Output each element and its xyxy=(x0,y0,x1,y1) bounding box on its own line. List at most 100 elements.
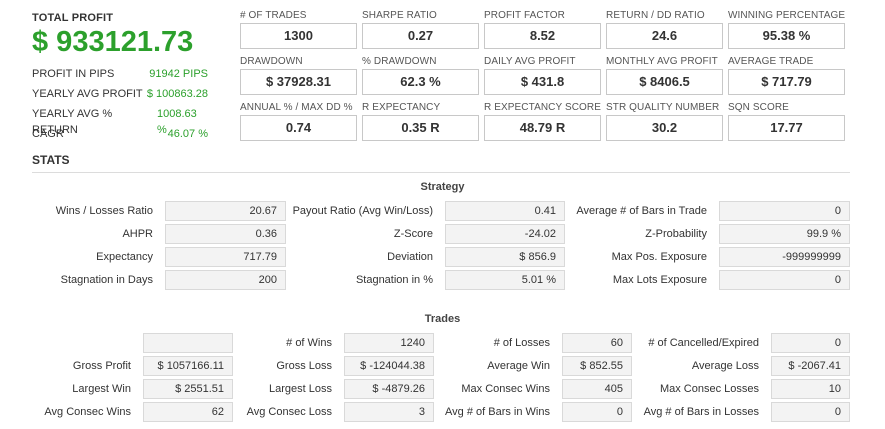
stat-label: Payout Ratio (Avg Win/Loss) xyxy=(292,205,433,217)
stat-label: # of Wins xyxy=(286,337,332,349)
stat-value: $ -2067.41 xyxy=(771,356,850,376)
total-profit-title: TOTAL PROFIT xyxy=(32,12,114,24)
trades-section-title: Trades xyxy=(424,313,461,325)
stat-value: 5.01 % xyxy=(445,270,565,290)
stat-value: $ 852.55 xyxy=(562,356,632,376)
stat-label: Gross Loss xyxy=(276,360,332,372)
metric-tile: SQN SCORE 17.77 xyxy=(728,102,845,144)
trades-row: Gross Profit $ 1057166.11 Gross Loss $ -… xyxy=(0,356,885,378)
yearly-avg-profit-row: YEARLY AVG PROFIT $ 100863.28 xyxy=(32,86,208,106)
metric-label: SHARPE RATIO xyxy=(362,10,437,21)
trades-row: Largest Win $ 2551.51 Largest Loss $ -48… xyxy=(0,379,885,401)
metric-value: 0.74 xyxy=(240,115,357,141)
stat-value: 62 xyxy=(143,402,233,422)
total-profit-value: $ 933121.73 xyxy=(32,26,194,58)
stat-value: 20.67 xyxy=(165,201,286,221)
stat-label: Avg # of Bars in Wins xyxy=(445,406,550,418)
metric-label: STR QUALITY NUMBER xyxy=(606,102,720,113)
stat-value: -24.02 xyxy=(445,224,565,244)
metric-tile: DAILY AVG PROFIT $ 431.8 xyxy=(484,56,601,98)
metric-value: $ 431.8 xyxy=(484,69,601,95)
stat-label: Largest Loss xyxy=(269,383,332,395)
metric-label: DRAWDOWN xyxy=(240,56,303,67)
strategy-row: AHPR 0.36 Z-Score -24.02 Z-Probability 9… xyxy=(0,224,885,246)
metric-label: R EXPECTANCY xyxy=(362,102,441,113)
yearly-avg-return-row: YEARLY AVG % RETURN 1008.63 % xyxy=(32,106,208,136)
metric-value: 62.3 % xyxy=(362,69,479,95)
stat-label: AHPR xyxy=(122,228,153,240)
cagr-label: CAGR xyxy=(32,128,64,140)
stat-label xyxy=(0,333,131,353)
metric-value: 30.2 xyxy=(606,115,723,141)
stat-label: Average Win xyxy=(487,360,550,372)
stat-value: 10 xyxy=(771,379,850,399)
metric-label: SQN SCORE xyxy=(728,102,789,113)
stat-label: Average Loss xyxy=(691,360,759,372)
cagr-value: 46.07 % xyxy=(167,128,208,140)
metric-tile: RETURN / DD RATIO 24.6 xyxy=(606,10,723,52)
stat-label: Wins / Losses Ratio xyxy=(55,205,153,217)
profit-summary-list: PROFIT IN PIPS 91942 PIPS YEARLY AVG PRO… xyxy=(32,66,208,146)
metric-label: % DRAWDOWN xyxy=(362,56,437,67)
stat-value: $ 2551.51 xyxy=(143,379,233,399)
yearly-avg-profit-value: $ 100863.28 xyxy=(146,88,208,100)
metric-label: WINNING PERCENTAGE xyxy=(728,10,846,21)
metric-value: 0.27 xyxy=(362,23,479,49)
stat-label: Max Consec Wins xyxy=(461,383,550,395)
stats-divider xyxy=(32,172,850,173)
stat-label: Stagnation in Days xyxy=(60,274,153,286)
stat-label: Expectancy xyxy=(96,251,153,263)
metric-value: 8.52 xyxy=(484,23,601,49)
stat-label: Max Consec Losses xyxy=(659,383,759,395)
stat-label: Z-Score xyxy=(393,228,433,240)
stat-label: Largest Win xyxy=(72,383,131,395)
metric-tile: WINNING PERCENTAGE 95.38 % xyxy=(728,10,845,52)
stat-value: 3 xyxy=(344,402,434,422)
yearly-avg-profit-label: YEARLY AVG PROFIT xyxy=(32,88,143,100)
metric-tile: SHARPE RATIO 0.27 xyxy=(362,10,479,52)
stat-label: # of Cancelled/Expired xyxy=(648,337,759,349)
stat-value: 405 xyxy=(562,379,632,399)
metric-tile: R EXPECTANCY 0.35 R xyxy=(362,102,479,144)
stat-value: 717.79 xyxy=(165,247,286,267)
metric-label: R EXPECTANCY SCORE xyxy=(484,102,602,113)
strategy-row: Stagnation in Days 200 Stagnation in % 5… xyxy=(0,270,885,292)
stat-value: $ 856.9 xyxy=(445,247,565,267)
stat-label: Avg Consec Loss xyxy=(246,406,332,418)
metric-tile: STR QUALITY NUMBER 30.2 xyxy=(606,102,723,144)
yearly-avg-return-label: YEARLY AVG % RETURN xyxy=(32,108,113,136)
stat-value: 0 xyxy=(771,333,850,353)
metric-value: 95.38 % xyxy=(728,23,845,49)
metric-label: PROFIT FACTOR xyxy=(484,10,565,21)
stat-label: Z-Probability xyxy=(645,228,707,240)
metric-tile: DRAWDOWN $ 37928.31 xyxy=(240,56,357,98)
stat-value: 0 xyxy=(719,201,850,221)
stat-value: 99.9 % xyxy=(719,224,850,244)
metric-value: $ 8406.5 xyxy=(606,69,723,95)
cagr-row: CAGR 46.07 % xyxy=(32,126,208,146)
yearly-avg-return-value: 1008.63 % xyxy=(157,108,197,136)
stat-label: Max Lots Exposure xyxy=(612,274,707,286)
stat-label: Avg # of Bars in Losses xyxy=(643,406,759,418)
metric-tile: PROFIT FACTOR 8.52 xyxy=(484,10,601,52)
stat-label: Average # of Bars in Trade xyxy=(576,205,707,217)
profit-in-pips-label: PROFIT IN PIPS xyxy=(32,68,115,80)
profit-in-pips-value: 91942 PIPS xyxy=(149,68,208,80)
stat-label: Avg Consec Wins xyxy=(44,406,131,418)
metrics-grid: # OF TRADES 1300 SHARPE RATIO 0.27 PROFIT … xyxy=(240,10,850,144)
metric-tile: AVERAGE TRADE $ 717.79 xyxy=(728,56,845,98)
strategy-section-title: Strategy xyxy=(420,181,465,193)
strategy-row: Expectancy 717.79 Deviation $ 856.9 Max … xyxy=(0,247,885,269)
stats-header: STATS xyxy=(32,153,70,167)
stat-label: Max Pos. Exposure xyxy=(611,251,707,263)
metric-label: # OF TRADES xyxy=(240,10,307,21)
stat-label: # of Losses xyxy=(493,337,550,349)
stat-label: Stagnation in % xyxy=(355,274,433,286)
total-profit-panel: TOTAL PROFIT $ 933121.73 xyxy=(32,12,210,59)
stat-value: $ -4879.26 xyxy=(344,379,434,399)
stat-label: Gross Profit xyxy=(72,360,131,372)
stat-value: 60 xyxy=(562,333,632,353)
stat-value: -999999999 xyxy=(719,247,850,267)
stat-value xyxy=(143,333,233,353)
metric-tile: ANNUAL % / MAX DD % 0.74 xyxy=(240,102,357,144)
